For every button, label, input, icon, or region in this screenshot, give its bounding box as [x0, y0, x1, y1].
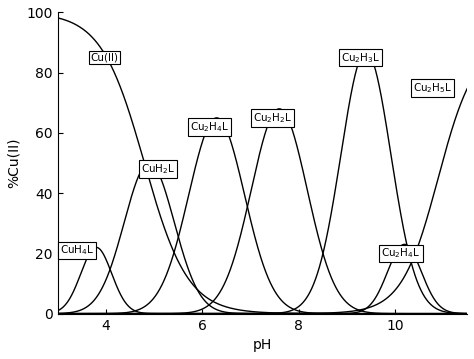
Y-axis label: %Cu(II): %Cu(II) [7, 138, 21, 188]
Text: Cu$_2$H$_5$L: Cu$_2$H$_5$L [413, 81, 453, 95]
X-axis label: pH: pH [253, 338, 272, 352]
Text: Cu$_2$H$_4$L: Cu$_2$H$_4$L [382, 247, 421, 260]
Text: Cu$_2$H$_2$L: Cu$_2$H$_2$L [253, 111, 292, 125]
Text: CuH$_2$L: CuH$_2$L [141, 162, 175, 176]
Text: Cu(II): Cu(II) [91, 53, 118, 62]
Text: CuH$_4$L: CuH$_4$L [60, 243, 94, 257]
Text: Cu$_2$H$_4$L: Cu$_2$H$_4$L [190, 120, 229, 134]
Text: Cu$_2$H$_3$L: Cu$_2$H$_3$L [341, 51, 380, 65]
